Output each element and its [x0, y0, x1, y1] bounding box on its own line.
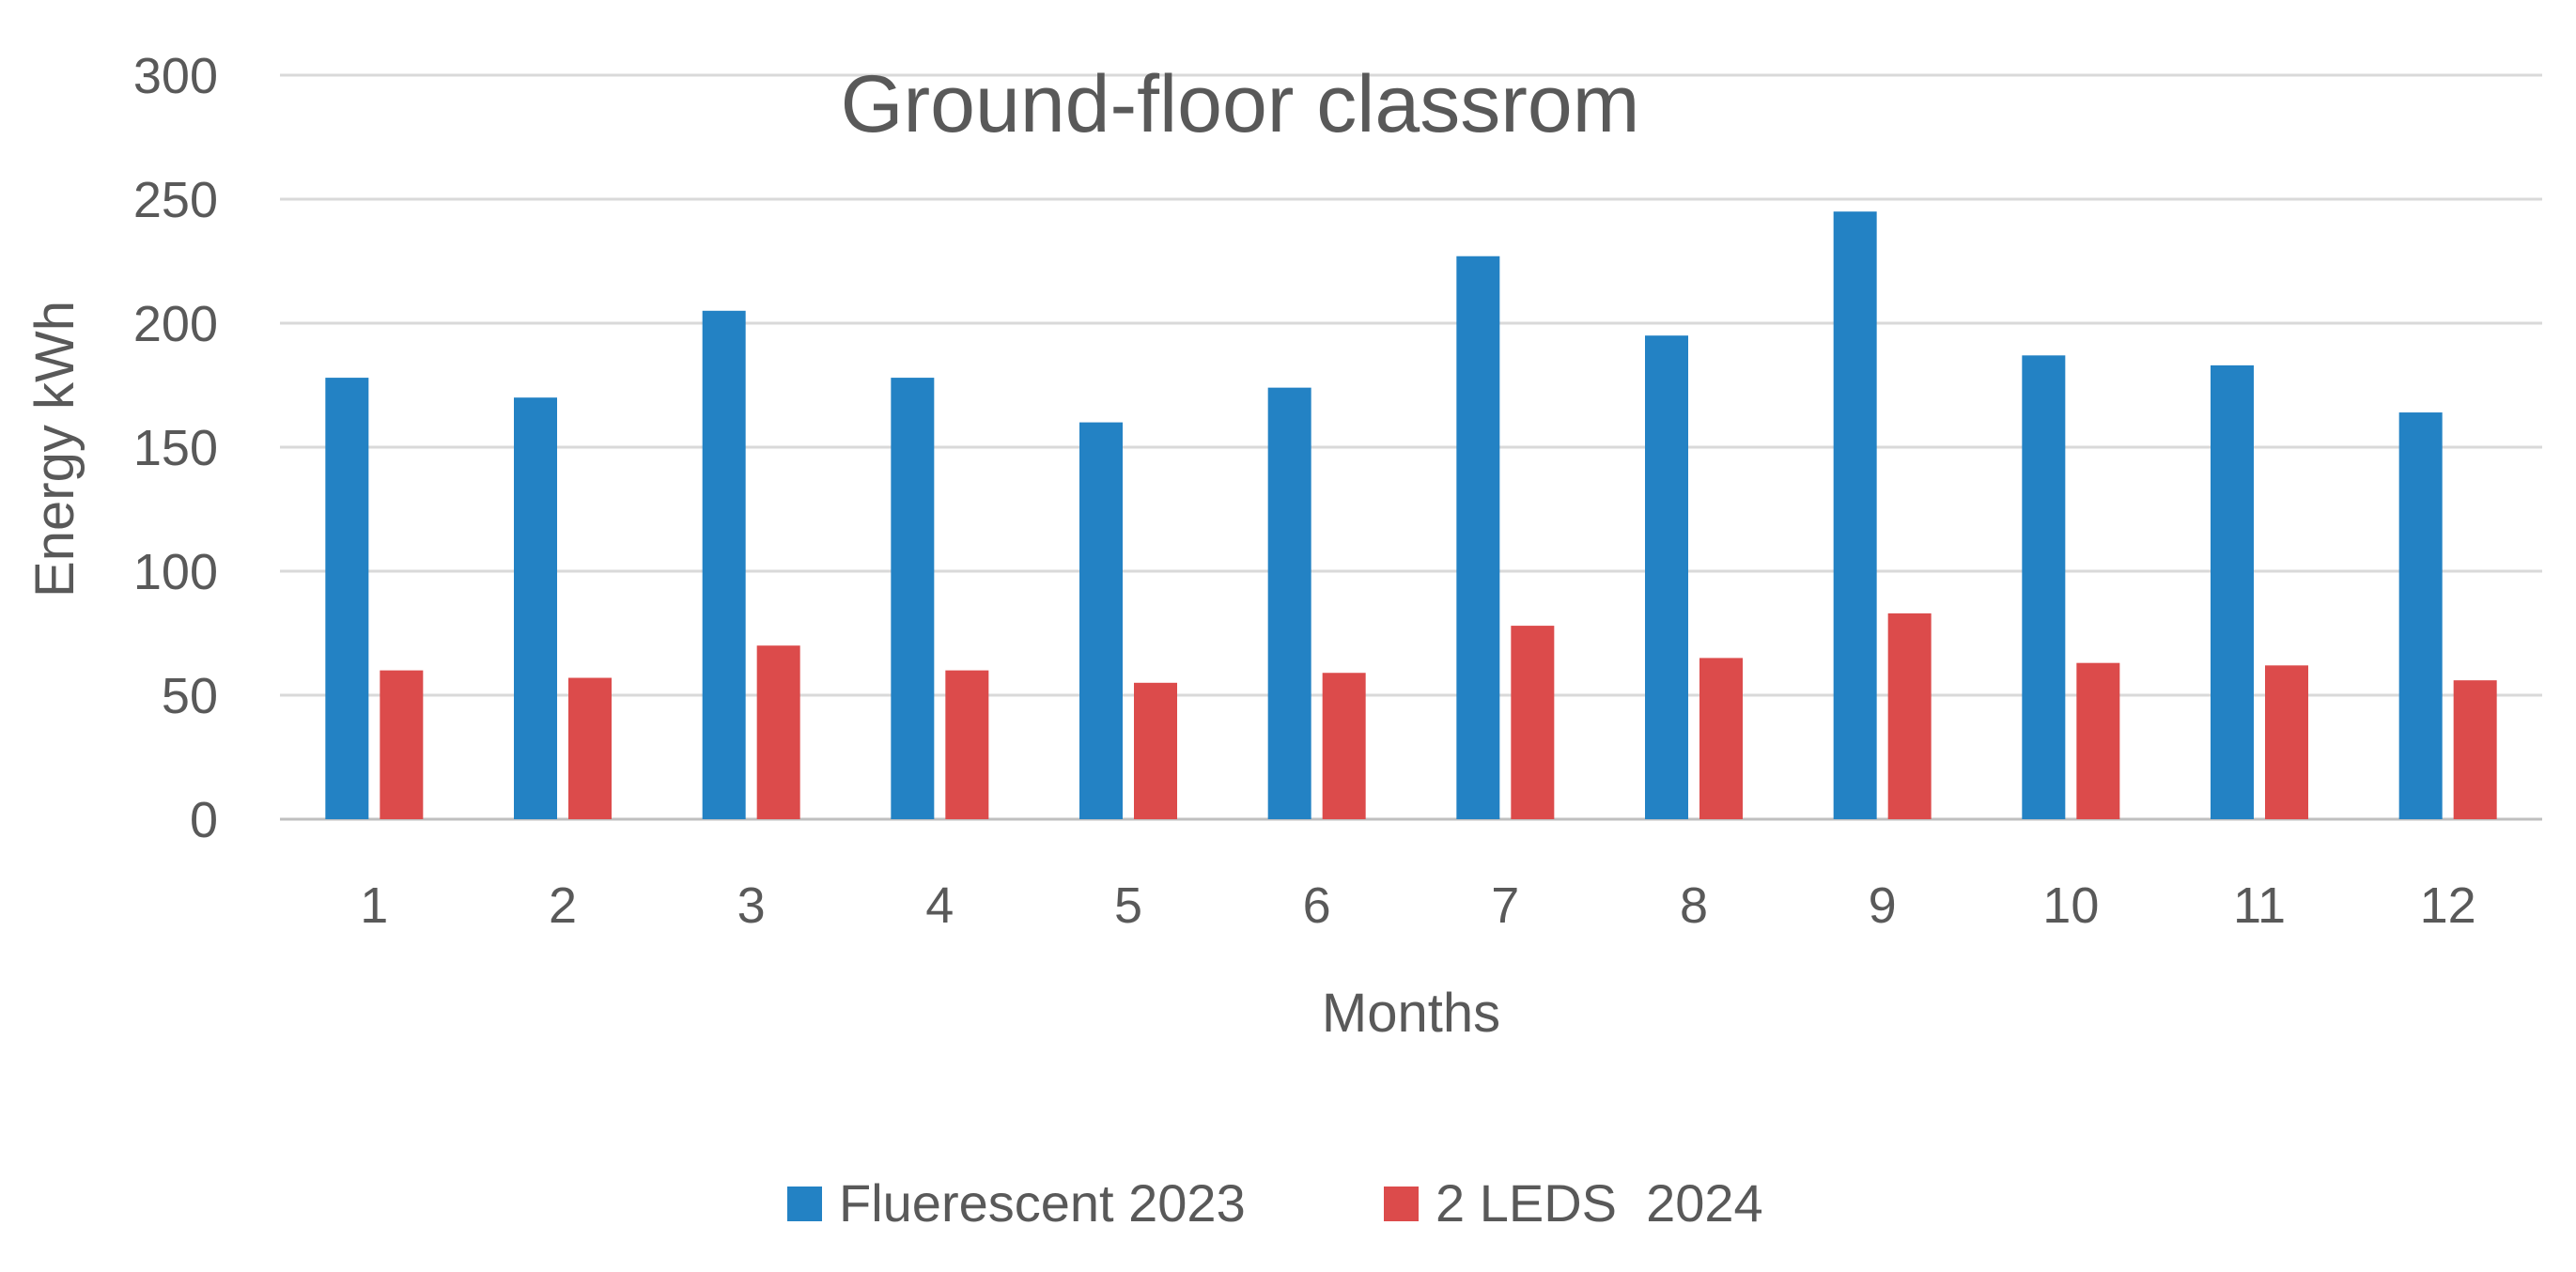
- y-axis-ticks: 0 50 100 150 200 250 300: [133, 48, 218, 848]
- x-tick-label-7: 7: [1491, 877, 1519, 934]
- bars: [325, 211, 2497, 820]
- x-tick-label-6: 6: [1303, 877, 1331, 934]
- bar-series1-month-12: [2398, 412, 2443, 819]
- x-tick-label-10: 10: [2042, 877, 2099, 934]
- x-tick-label-9: 9: [1869, 877, 1897, 934]
- x-tick-label-4: 4: [925, 877, 954, 934]
- bar-series2-month-11: [2265, 665, 2308, 819]
- x-tick-label-5: 5: [1114, 877, 1142, 934]
- bar-series2-month-4: [945, 670, 989, 819]
- legend-label-2-leds-2024: 2 LEDS 2024: [1435, 1173, 1763, 1233]
- y-tick-label-300: 300: [133, 48, 218, 104]
- y-tick-label-250: 250: [133, 172, 218, 228]
- bar-series1-month-8: [1645, 335, 1688, 819]
- bar-series2-month-10: [2076, 662, 2120, 819]
- bar-series1-month-9: [1833, 211, 1877, 819]
- legend-label-fluerescent-2023: Fluerescent 2023: [839, 1173, 1246, 1233]
- x-tick-label-11: 11: [2233, 877, 2286, 934]
- bar-series2-month-9: [1887, 613, 1932, 819]
- legend: Fluerescent 2023 2 LEDS 2024: [787, 1173, 1763, 1233]
- bar-series1-month-4: [891, 378, 935, 819]
- bar-series1-month-5: [1079, 422, 1123, 819]
- bar-series2-month-3: [756, 645, 800, 819]
- y-tick-label-100: 100: [133, 544, 218, 600]
- bar-series1-month-6: [1267, 387, 1311, 819]
- x-tick-label-12: 12: [2420, 877, 2476, 934]
- bar-series2-month-7: [1511, 626, 1555, 819]
- bar-series1-month-11: [2211, 365, 2254, 819]
- bar-series2-month-8: [1699, 658, 1743, 819]
- bar-series2-month-12: [2453, 680, 2497, 819]
- y-tick-label-50: 50: [162, 668, 218, 724]
- x-tick-label-8: 8: [1680, 877, 1708, 934]
- bar-series2-month-2: [568, 677, 612, 819]
- gridlines: [280, 73, 2542, 821]
- bar-series1-month-10: [2022, 355, 2066, 819]
- chart-title: Ground-floor classrom: [841, 59, 1640, 149]
- x-axis-title: Months: [1322, 983, 1500, 1044]
- bar-series1-month-1: [325, 378, 369, 819]
- bar-series2-month-5: [1134, 682, 1177, 819]
- bar-series1-month-7: [1456, 256, 1500, 820]
- y-tick-label-0: 0: [190, 792, 218, 848]
- legend-swatch-2-leds-2024: [1384, 1187, 1419, 1221]
- y-axis-title: Energy kWh: [24, 301, 85, 597]
- legend-swatch-fluerescent-2023: [787, 1187, 822, 1221]
- x-axis-ticks: 1 2 3 4 5 6 7 8 9 10 11 12: [360, 877, 2475, 934]
- y-tick-label-150: 150: [133, 420, 218, 476]
- bar-series2-month-1: [380, 670, 424, 819]
- x-tick-label-2: 2: [549, 877, 577, 934]
- x-tick-label-3: 3: [737, 877, 766, 934]
- y-tick-label-200: 200: [133, 296, 218, 352]
- x-tick-label-1: 1: [360, 877, 388, 934]
- bar-series2-month-6: [1322, 673, 1366, 819]
- bar-series1-month-3: [702, 310, 746, 819]
- bar-series1-month-2: [514, 397, 557, 819]
